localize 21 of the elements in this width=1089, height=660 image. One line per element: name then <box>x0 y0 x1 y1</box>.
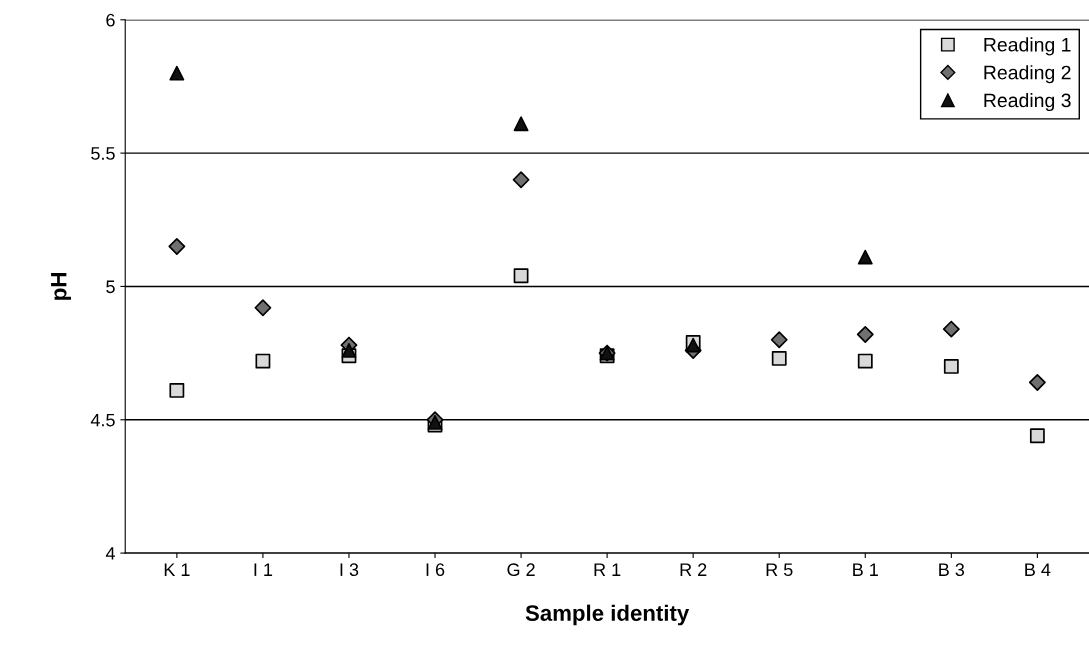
y-axis-title: pH <box>51 273 71 300</box>
legend-label: Reading 1 <box>984 37 1071 56</box>
y-tick-label: 4.5 <box>90 413 115 427</box>
x-tick-label: G 2 <box>507 563 535 577</box>
x-tick-label: I 3 <box>340 563 359 577</box>
x-tick-label: B 4 <box>1025 563 1051 576</box>
y-tick-label: 6 <box>106 13 115 27</box>
y-tick-label: 5 <box>106 280 115 294</box>
x-tick-label: I 1 <box>254 563 273 576</box>
x-tick-label: K 1 <box>164 563 190 576</box>
x-tick-label: R 5 <box>766 563 793 577</box>
y-tick-label: 4 <box>105 547 115 560</box>
x-tick-label: B 3 <box>939 563 965 577</box>
x-tick-label: R 1 <box>594 563 621 576</box>
x-tick-label: I 6 <box>426 563 445 577</box>
x-tick-label: R 2 <box>680 563 707 576</box>
legend-label: Reading 2 <box>984 65 1071 84</box>
legend-label: Reading 3 <box>984 93 1071 112</box>
x-tick-label: B 1 <box>853 563 878 576</box>
x-axis-title: Sample identity <box>525 604 690 626</box>
y-tick-label: 5.5 <box>91 147 115 160</box>
